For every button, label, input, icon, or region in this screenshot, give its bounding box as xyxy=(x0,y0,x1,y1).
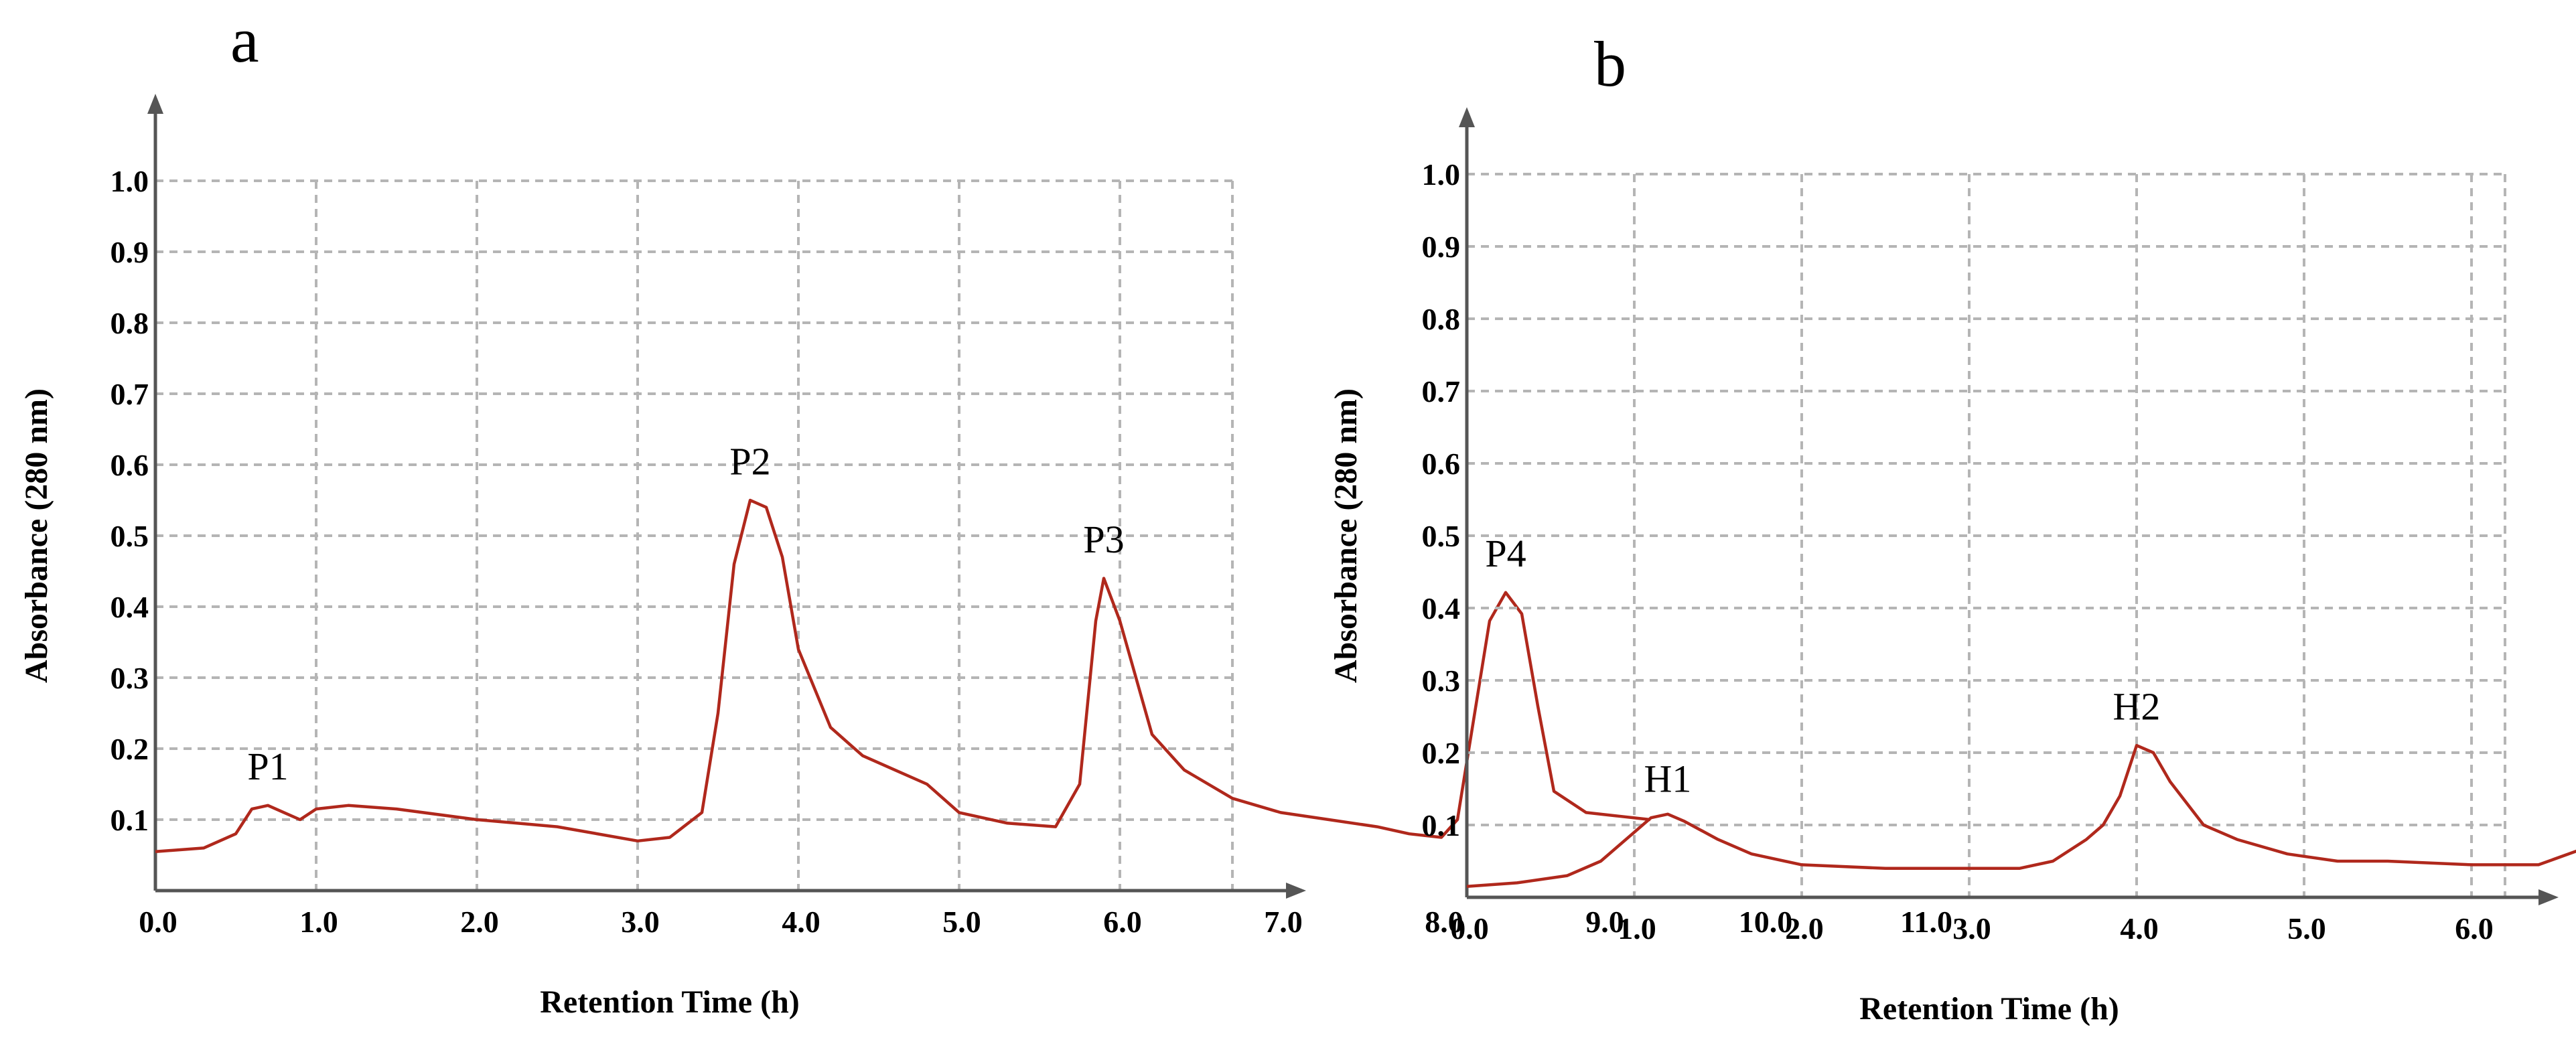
panel-a-x-axis-arrow xyxy=(1286,883,1306,899)
panel-a-peak-label: P1 xyxy=(247,745,288,788)
panel-b-x-tick-label: 5.0 xyxy=(2287,911,2326,946)
panel-a-y-tick-label: 0.1 xyxy=(111,803,149,837)
panel-b-x-axis-arrow xyxy=(2538,889,2559,905)
panel-b-y-tick-label: 0.9 xyxy=(1422,230,1461,264)
panel-a-y-tick-label: 0.8 xyxy=(111,306,149,340)
panel-a-x-tick-label: 0.0 xyxy=(139,905,177,939)
panel-b-y-tick-label: 0.4 xyxy=(1422,591,1461,625)
panel-b-series-line xyxy=(1466,743,2576,889)
panel-b-y-tick-label: 0.6 xyxy=(1422,447,1461,481)
panel-b-peak-label: H1 xyxy=(1644,757,1692,800)
panel-a-y-tick-label: 0.5 xyxy=(111,519,149,553)
panel-a-y-axis-arrow xyxy=(147,94,163,114)
panel-a-y-tick-label: 0.4 xyxy=(111,590,149,624)
chart-panel-b: 0.01.02.03.04.05.06.07.08.09.010.00.10.2… xyxy=(1328,107,2576,1027)
panel-b-y-tick-label: 1.0 xyxy=(1422,157,1461,192)
panel-b-x-tick-label: 6.0 xyxy=(2455,911,2494,946)
panel-b-x-axis-title: Retention Time (h) xyxy=(1859,991,2119,1027)
panel-a-letter: a xyxy=(230,4,259,76)
panel-a-y-tick-label: 0.2 xyxy=(111,732,149,766)
panel-a-x-tick-label: 10.0 xyxy=(1739,905,1793,939)
panel-a-y-tick-label: 0.7 xyxy=(111,377,149,411)
panel-a-x-axis-title: Retention Time (h) xyxy=(540,984,800,1020)
panel-b-x-tick-label: 1.0 xyxy=(1618,911,1656,946)
panel-a-y-tick-label: 1.0 xyxy=(111,164,149,198)
panel-b-x-tick-label: 2.0 xyxy=(1785,911,1824,946)
panel-a-x-tick-label: 6.0 xyxy=(1103,905,1142,939)
panel-a-y-axis-title: Absorbance (280 nm) xyxy=(19,388,54,683)
panel-a-x-tick-label: 2.0 xyxy=(460,905,499,939)
panel-b-x-tick-label: 4.0 xyxy=(2120,911,2159,946)
panel-a-x-tick-label: 11.0 xyxy=(1900,905,1952,939)
panel-a-x-tick-label: 9.0 xyxy=(1585,905,1624,939)
panel-b-y-tick-label: 0.1 xyxy=(1422,808,1461,842)
panel-a-y-tick-label: 0.3 xyxy=(111,661,149,695)
panel-b-y-tick-label: 0.8 xyxy=(1422,302,1461,336)
panel-a-x-tick-label: 7.0 xyxy=(1264,905,1303,939)
panel-b-x-tick-label: 3.0 xyxy=(1952,911,1991,946)
panel-a-y-tick-label: 0.6 xyxy=(111,448,149,482)
panel-b-y-tick-label: 0.2 xyxy=(1422,736,1461,770)
panel-a-peak-label: P2 xyxy=(729,439,770,483)
panel-b-peak-label: H2 xyxy=(2113,684,2161,728)
panel-b-y-tick-label: 0.7 xyxy=(1422,374,1461,408)
panel-b-y-tick-label: 0.5 xyxy=(1422,519,1461,553)
panel-a-x-tick-label: 5.0 xyxy=(942,905,981,939)
chart-panel-a: 0.0 1.0 2.0 3.0 4.0 5.0 6.0 7.0 8.0 9.0 10.0 11.0 0.… xyxy=(19,94,1952,1020)
panel-a-peak-label: P3 xyxy=(1083,518,1124,561)
panel-a-x-tick-label: 8.0 xyxy=(1425,905,1463,939)
panel-b-y-axis-arrow xyxy=(1459,107,1475,127)
panel-a-y-tick-label: 0.9 xyxy=(111,235,149,269)
panel-a-x-tick-label: 1.0 xyxy=(299,905,338,939)
panel-b-y-axis-title: Absorbance (280 nm) xyxy=(1328,388,1364,683)
panel-b-y-tick-label: 0.3 xyxy=(1422,664,1461,698)
panel-a-peak-label: P4 xyxy=(1485,532,1526,575)
panel-a-x-tick-label: 3.0 xyxy=(621,905,660,939)
panel-b-letter: b xyxy=(1594,28,1626,100)
panel-b-x-tick-label: 0.0 xyxy=(1450,911,1489,946)
panel-a-x-tick-label: 4.0 xyxy=(782,905,820,939)
